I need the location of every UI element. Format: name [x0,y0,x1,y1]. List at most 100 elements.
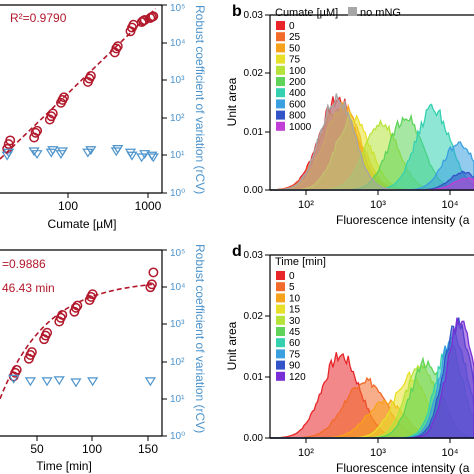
panel-c-rtick-label: 10⁴ [170,282,185,293]
panel-d-legend-label: 10 [289,293,301,304]
panel-a-rtick-label: 10⁵ [170,3,185,14]
panel-a-xtick-label: 100 [58,199,78,213]
panel-a-frame [0,4,163,194]
panel-b-legend-swatch [276,121,285,131]
panel-d-legend-swatch [276,293,285,303]
panel-c-rtick-label: 10² [170,357,185,368]
panel-c: =0.9886 46.43 min 50 100 150 Time [min] … [0,244,207,473]
panel-b-legend-label: 0 [289,21,295,32]
panel-b-y-ticks: 0.00 0.01 0.02 0.03 [244,10,270,196]
panel-b-legend-title: Cumate [µM] [275,7,338,19]
panel-d-legend-swatch [276,371,285,381]
panel-d-legend-label: 90 [289,361,301,372]
panel-b-xtick-label: 10² [298,199,314,211]
panel-c-mean-point [42,327,53,338]
panel-b-legend: Cumate [µM] no mNG 025507510020040060080… [275,7,401,133]
panel-a-mean-point [148,11,159,22]
panel-d-y-ticks: 0.00 0.01 0.02 0.03 [244,250,270,444]
panel-d-legend-label: 45 [289,327,301,338]
panel-a-rcv-point [85,146,97,156]
panel-c-mean-point [146,279,157,290]
panel-c-r2-label: =0.9886 [2,257,46,271]
panel-d-ylabel: Unit area [225,321,239,370]
panel-d-legend-label: 5 [289,282,295,293]
panel-d-x-ticks: 10² 10³ 10⁴ [298,438,459,459]
panel-d: d 0.00 0.01 0.02 0.03 Unit area 10² 10³ … [225,243,474,474]
panel-d-ytick-label: 0.03 [244,250,264,261]
panel-d-legend-label: 30 [289,316,301,327]
panel-d-ytick-label: 0.00 [244,433,264,444]
panel-a-fit-line [0,8,157,160]
panel-c-x-ticks: 50 100 150 [30,436,158,456]
panel-b-legend-swatch [276,21,285,30]
panel-c-rtick-label: 10⁰ [170,431,185,442]
panel-d-xlabel: Fluorescence intensity (a [336,461,470,474]
panel-d-ytick-label: 0.02 [244,311,264,322]
panel-a-rcv-point [136,153,148,163]
panel-b-ylabel: Unit area [225,77,239,126]
panel-a-right-ticks: 10⁰ 10¹ 10² 10³ 10⁴ 10⁵ [162,3,185,199]
panel-c-rtick-label: 10⁵ [170,248,185,259]
panel-b-legend-label: 800 [289,111,306,122]
panel-c-xtick-label: 50 [30,442,44,456]
panel-c-frame [0,249,163,437]
panel-b-x-ticks: 10² 10³ 10⁴ [298,190,459,211]
panel-d-legend-swatch [276,315,285,325]
panel-b-letter: b [232,3,242,20]
panel-a-mean-point [32,125,43,136]
panel-b-legend-label: 200 [289,77,306,88]
panel-d-legend-swatch [276,282,285,292]
panel-b-legend-swatch [276,77,285,86]
panel-c-right-ticks: 10⁰ 10¹ 10² 10³ 10⁴ 10⁵ [162,248,185,442]
panel-a-rcv-point [47,146,59,156]
panel-c-mean-point [11,364,22,375]
panel-a-plot [0,8,159,163]
panel-a-mean-point [111,43,122,54]
panel-a-xtick-label: 1000 [135,199,162,213]
panel-a-mean-point [5,135,16,146]
panel-c-rcv-point [87,377,99,387]
panel-d-legend-label: 15 [289,305,301,316]
panel-a-rcv-point [147,153,159,163]
panel-a-rcv-point [126,151,138,161]
panel-c-rcv-point [53,376,65,386]
panel-b-legend-swatch [276,43,285,53]
panel-b-legend-label: 600 [289,99,306,110]
panel-b-legend-swatch [276,110,285,120]
panel-b-legend-swatch-no-mng [348,7,357,16]
panel-c-xtick-label: 100 [82,442,102,456]
panel-a-rcv-point [56,147,69,157]
panel-c-rtick-label: 10¹ [170,394,185,405]
panel-b-xlabel: Fluorescence intensity (a [336,213,470,227]
panel-a-rtick-label: 10⁰ [170,188,185,199]
panel-b-legend-swatch [276,99,285,109]
panel-c-mean-point [72,300,83,311]
panel-b-xtick-label: 10³ [370,199,386,211]
panel-a-x-ticks: 100 1000 [58,193,162,213]
panel-c-rcv-point [8,374,20,384]
panel-d-legend-label: 120 [289,372,306,383]
panel-d-xtick-label: 10² [298,447,314,459]
panel-a-r2-label: R²=0.9790 [10,11,67,25]
panel-a-mean-point [47,108,58,119]
panel-d-ytick-label: 0.01 [244,372,264,383]
panel-b: b 0.00 0.01 0.02 0.03 Unit area 10² 10³ … [225,3,474,227]
panel-d-legend-swatch [276,304,285,314]
panel-c-xtick-label: 150 [138,442,158,456]
panel-b-ytick-label: 0.01 [244,127,264,138]
panel-c-xlabel: Time [min] [36,459,92,473]
panel-d-legend-swatch [276,349,285,359]
panel-a: R²=0.9790 100 1000 Cumate [µM] 10⁰ 10¹ 1… [0,3,207,231]
panel-b-legend-label: 25 [289,32,301,43]
panel-d-legend-swatch [276,327,285,336]
panel-d-legend-swatch [276,271,285,280]
panel-b-legend-label: 400 [289,88,306,99]
panel-c-rcv-point [41,377,53,387]
panel-b-legend-swatch [276,88,285,98]
panel-a-mean-point [59,92,69,103]
panel-c-mean-point [87,289,98,300]
panel-d-legend-label: 0 [289,271,295,282]
panel-d-xtick-label: 10³ [370,447,386,459]
